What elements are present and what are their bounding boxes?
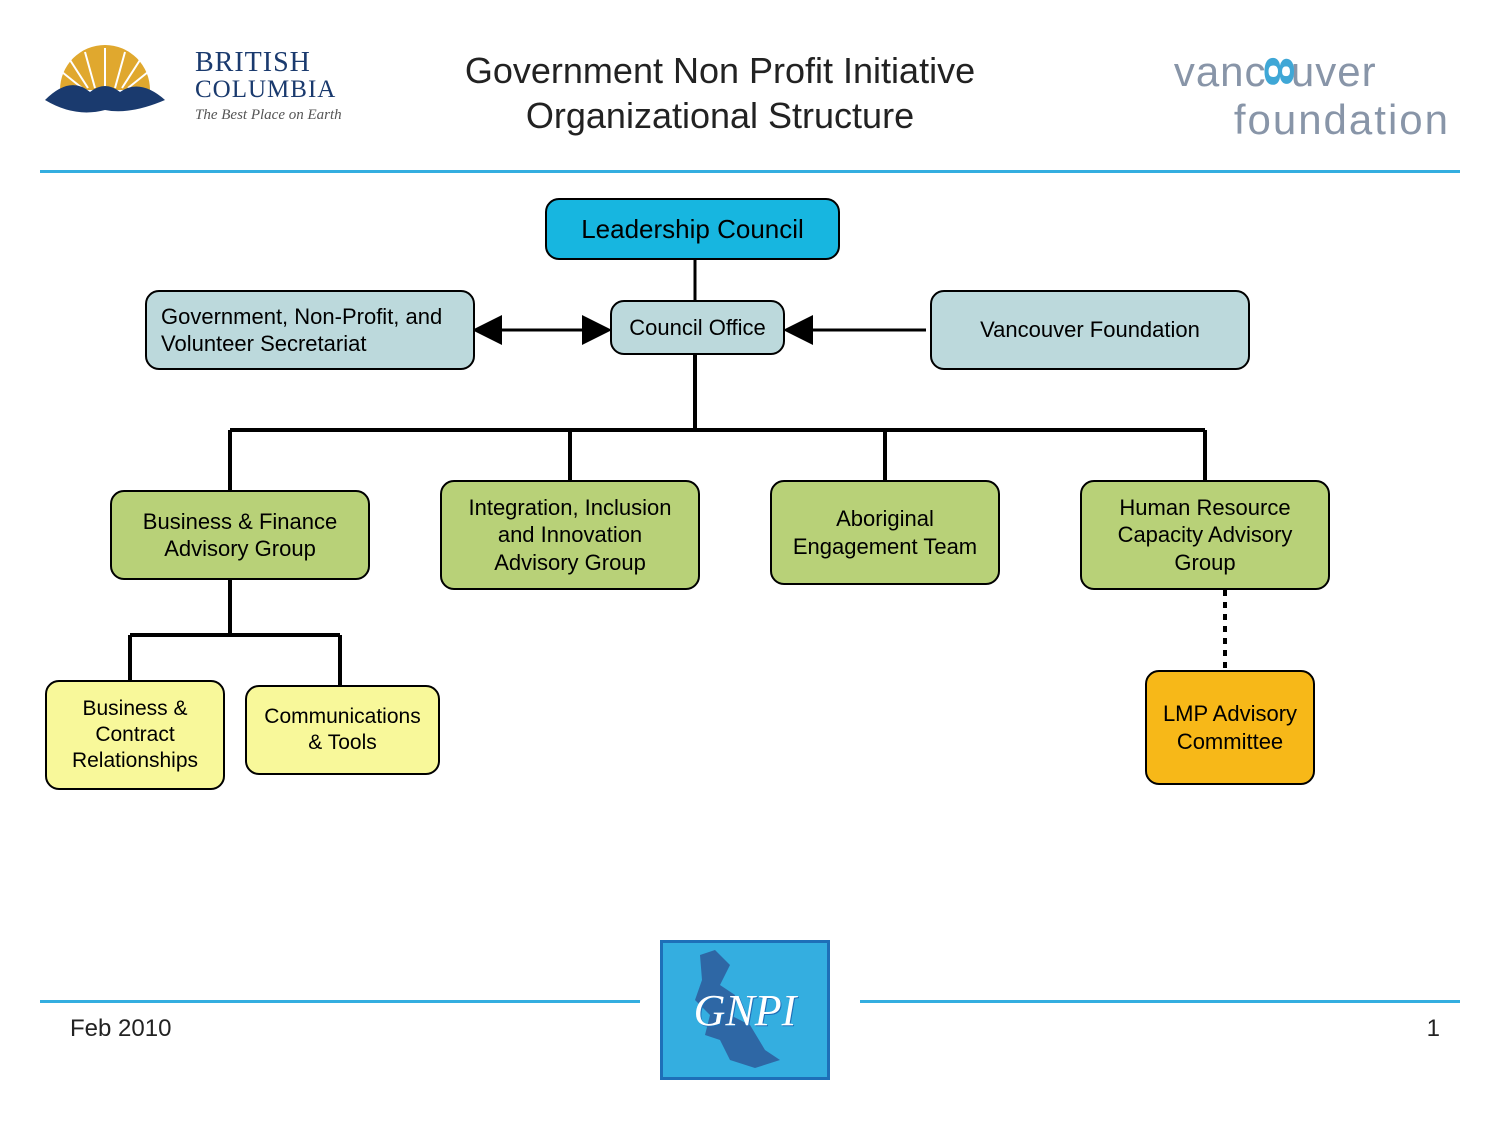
node-aboriginal-engagement: Aboriginal Engagement Team	[770, 480, 1000, 585]
node-integration-inclusion-ag: Integration, Inclusion and Innovation Ad…	[440, 480, 700, 590]
node-business-contract: Business & Contract Relationships	[45, 680, 225, 790]
node-council-office: Council Office	[610, 300, 785, 355]
gnpi-badge: GNPI	[660, 940, 830, 1080]
node-leadership-council: Leadership Council	[545, 198, 840, 260]
node-lmp-advisory: LMP Advisory Committee	[1145, 670, 1315, 785]
node-hr-capacity-ag: Human Resource Capacity Advisory Group	[1080, 480, 1330, 590]
node-business-finance-ag: Business & Finance Advisory Group	[110, 490, 370, 580]
footer-rule-left	[40, 1000, 640, 1003]
footer-date: Feb 2010	[70, 1015, 171, 1043]
footer-rule-right	[860, 1000, 1460, 1003]
node-vancouver-foundation: Vancouver Foundation	[930, 290, 1250, 370]
gnpi-text: GNPI	[694, 985, 797, 1036]
footer-page-number: 1	[1427, 1015, 1440, 1043]
node-communications-tools: Communications & Tools	[245, 685, 440, 775]
node-gov-secretariat: Government, Non-Profit, and Volunteer Se…	[145, 290, 475, 370]
